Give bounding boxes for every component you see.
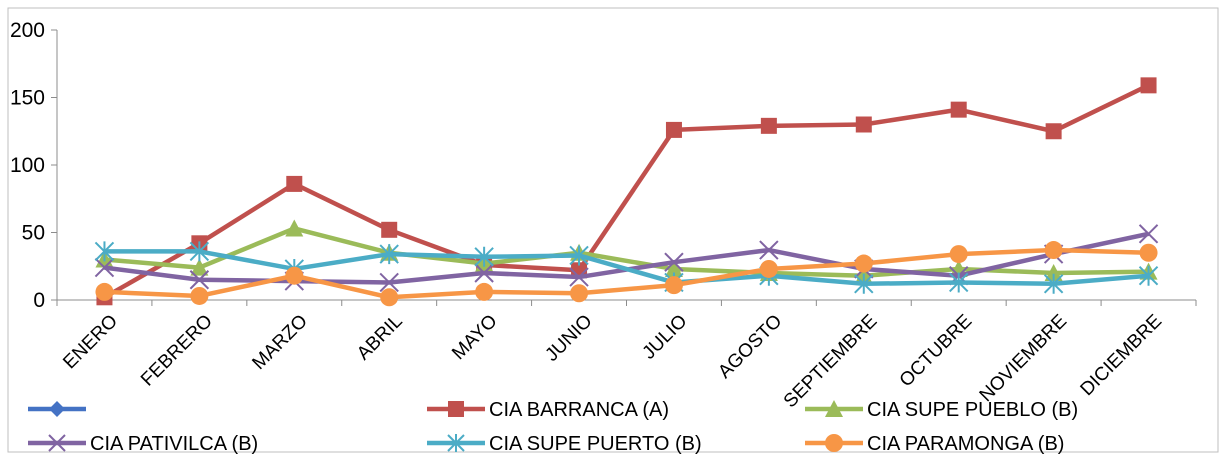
series-line [103,83,1150,300]
circle-marker [949,245,968,264]
x-marker [189,270,210,290]
star-marker [569,245,589,266]
triangle-marker [190,258,209,276]
square-marker [1045,123,1062,140]
series-5 [95,241,1158,307]
legend-entry: CIA PARAMONGA (B) [805,433,1064,455]
legend-entry: CIA SUPE PUERTO (B) [427,433,702,455]
x-marker [48,434,66,452]
square-marker [855,116,872,133]
triangle-marker [1044,264,1063,281]
series-4 [94,241,1159,294]
star-marker [447,434,465,452]
y-tick-label: 0 [33,289,45,312]
square-marker [448,401,464,417]
star-marker [854,273,874,294]
square-marker [381,221,398,238]
legend-entry [28,401,86,417]
square-marker [950,101,967,118]
star-marker [94,241,115,262]
legend-label: CIA SUPE PUEBLO (B) [867,399,1078,421]
x-marker [664,252,684,272]
y-tick-label: 50 [22,222,45,245]
legend-entry: CIA SUPE PUEBLO (B) [805,399,1078,421]
square-marker [1140,77,1157,94]
x-marker [1138,224,1159,244]
x-marker [379,272,399,293]
x-marker [569,267,589,287]
triangle-marker [285,219,304,237]
series-line [104,247,1149,300]
circle-marker [285,266,304,285]
triangle-marker [825,400,843,417]
legend-label: CIA PATIVILCA (B) [90,433,258,455]
series-line [104,249,1149,287]
circle-marker [664,276,683,295]
square-marker [665,121,682,138]
star-marker [474,246,494,267]
chart-border [7,7,1219,453]
square-marker [760,117,777,134]
circle-marker [475,282,494,301]
legend-label: CIA SUPE PUERTO (B) [489,433,702,455]
x-marker [759,240,779,260]
circle-marker [380,288,399,307]
circle-marker [854,254,873,273]
circle-marker [95,282,114,301]
circle-marker [825,434,843,452]
legend-label: CIA PARAMONGA (B) [867,433,1064,455]
legend-entry: CIA BARRANCA (A) [427,399,669,421]
y-tick-label: 200 [10,19,45,42]
circle-marker [1044,241,1063,260]
series-line [104,226,1149,278]
square-marker [286,175,303,192]
star-marker [379,244,399,265]
x-marker [474,263,494,283]
star-marker [189,241,210,262]
legend-entry: CIA PATIVILCA (B) [28,433,258,455]
star-marker [1138,265,1159,286]
circle-marker [570,284,589,303]
circle-marker [1139,243,1158,262]
legend-label: CIA BARRANCA (A) [489,399,669,421]
y-tick-label: 100 [10,154,45,177]
triangle-marker [664,259,683,277]
circle-marker [190,286,209,305]
diamond-marker [49,401,65,417]
y-tick-label: 150 [10,87,45,110]
star-marker [949,272,969,293]
star-marker [1043,273,1064,294]
circle-marker [759,259,778,278]
x-marker [94,257,115,278]
